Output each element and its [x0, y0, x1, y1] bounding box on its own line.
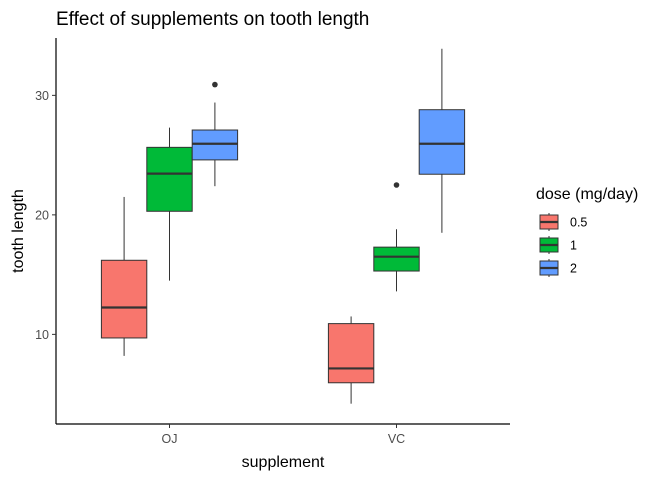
iqr-box: [100, 259, 148, 339]
legend-item-2: 2: [539, 259, 577, 277]
box-dose-0.5-OJ: [100, 196, 148, 356]
box-series: [100, 48, 466, 404]
x-tick-label: VC: [388, 432, 405, 446]
iqr-box: [327, 323, 375, 384]
y-tick-label: 30: [35, 89, 49, 103]
chart-title: Effect of supplements on tooth length: [56, 9, 369, 30]
legend-item-1: 1: [539, 236, 577, 254]
box-dose-2-VC: [418, 48, 466, 233]
outlier-point: [212, 81, 218, 88]
y-tick-label: 20: [35, 208, 49, 222]
legend-title: dose (mg/day): [536, 186, 638, 203]
iqr-box: [191, 129, 239, 161]
axes: [55, 38, 510, 425]
legend-label: 0.5: [570, 216, 587, 230]
y-ticks: 10 20 30: [35, 89, 56, 342]
y-tick-label: 10: [35, 328, 49, 342]
box-dose-0.5-VC: [327, 316, 375, 404]
legend-item-0.5: 0.5: [539, 213, 587, 231]
outlier-point: [393, 182, 400, 188]
iqr-box: [373, 246, 420, 272]
legend: dose (mg/day) 0.5 1 2: [536, 186, 638, 277]
legend-label: 1: [570, 239, 577, 253]
x-axis-title: supplement: [242, 454, 325, 471]
iqr-box: [418, 109, 466, 175]
box-dose-1-OJ: [146, 127, 193, 281]
box-dose-2-OJ: [191, 81, 239, 187]
y-axis-title: tooth length: [10, 189, 27, 273]
legend-items: 0.5 1 2: [539, 213, 587, 277]
legend-label: 2: [570, 262, 577, 276]
box-dose-1-VC: [373, 182, 420, 292]
x-tick-label: OJ: [162, 432, 178, 446]
iqr-box: [146, 146, 193, 212]
x-ticks: OJ VC: [162, 424, 405, 446]
